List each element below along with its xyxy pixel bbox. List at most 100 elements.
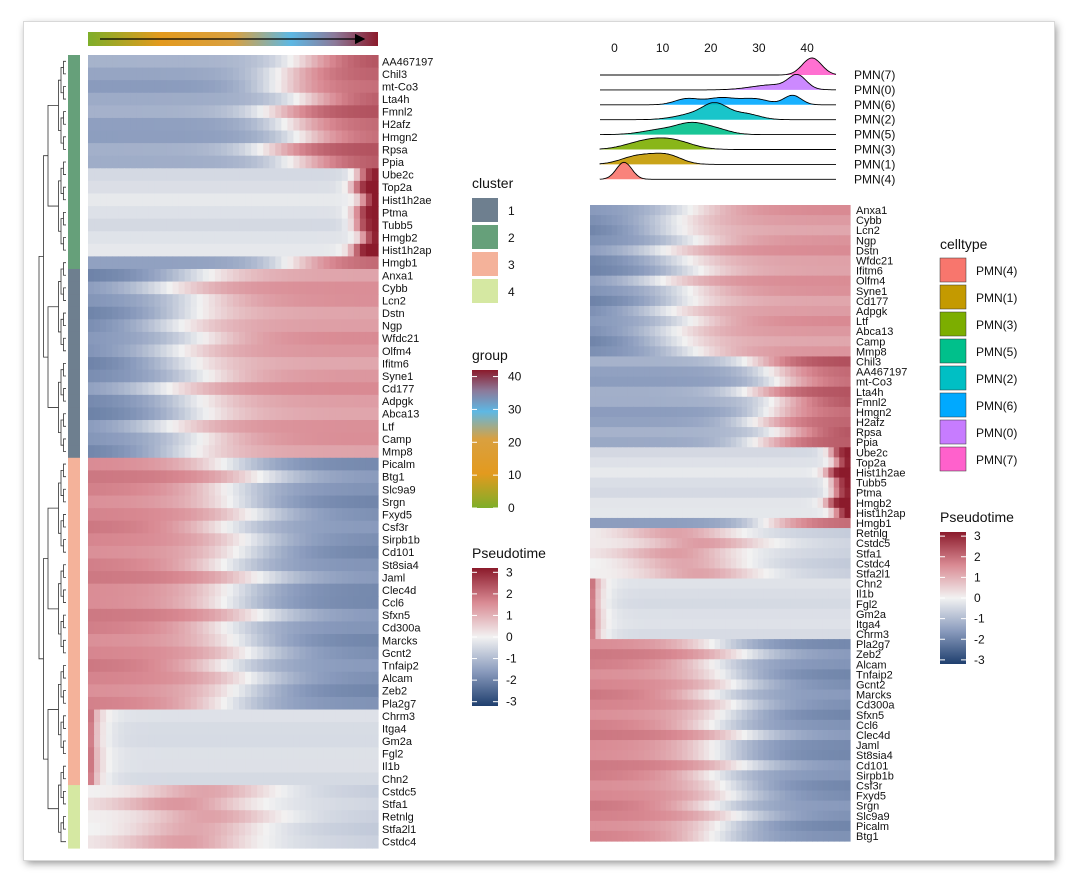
heatmap-cell [649, 507, 656, 519]
heatmap-cell [142, 759, 150, 774]
heatmap-cell [184, 256, 192, 270]
heatmap-cell [293, 545, 301, 560]
heatmap-cell [214, 268, 222, 283]
heatmap-cell [347, 117, 355, 132]
heatmap-cell [817, 447, 824, 458]
heatmap-cell [239, 772, 246, 786]
heatmap-cell [136, 357, 143, 371]
heatmap-cell [166, 130, 174, 144]
heatmap-cell [806, 457, 813, 469]
heatmap-cell [317, 432, 325, 446]
heatmap-row [590, 285, 851, 297]
heatmap-cell [341, 482, 349, 497]
heatmap-cell [166, 709, 174, 723]
heatmap-cell [341, 722, 349, 736]
heatmap-cell [682, 295, 689, 307]
heatmap-cell [136, 394, 143, 409]
heatmap-cell [287, 67, 295, 81]
heatmap-cell [184, 281, 192, 295]
heatmap-cell [305, 369, 313, 383]
heatmap-cell [257, 659, 264, 673]
heatmap-cell [88, 772, 95, 786]
heatmap-cell [335, 92, 343, 106]
heatmap-cell [335, 520, 343, 534]
heatmap-cell [590, 437, 597, 448]
heatmap-cell [136, 772, 143, 786]
heatmap-cell [118, 193, 125, 207]
heatmap-cell [317, 331, 325, 346]
heatmap-cell [124, 797, 131, 811]
heatmap-cell [828, 215, 835, 226]
heatmap-cell [779, 427, 786, 438]
heatmap-cell [196, 747, 204, 761]
heatmap-cell [822, 366, 829, 378]
heatmap-cell [698, 265, 705, 277]
heatmap-cell [660, 275, 667, 287]
heatmap-cell [730, 295, 737, 307]
heatmap-cell [263, 621, 270, 635]
heatmap-cell [202, 696, 210, 711]
heatmap-cell [644, 255, 651, 267]
heatmap-cell [774, 467, 781, 479]
heatmap-cell [178, 634, 186, 648]
heatmap-cell [323, 734, 331, 748]
heatmap-cell [359, 495, 367, 509]
left-gene-label: Camp [382, 434, 411, 446]
heatmap-cell [202, 143, 210, 157]
heatmap-cell [263, 608, 270, 623]
heatmap-cell [660, 477, 667, 489]
heatmap-cell [763, 255, 770, 267]
heatmap-cell [160, 520, 168, 534]
heatmap-cell [774, 427, 781, 438]
heatmap-cell [329, 193, 337, 207]
heatmap-cell [148, 596, 156, 610]
heatmap-cell [118, 319, 125, 333]
heatmap-cell [100, 608, 107, 623]
heatmap-cell [622, 326, 629, 337]
heatmap-cell [263, 80, 270, 94]
heatmap-cell [166, 105, 174, 119]
heatmap-cell [269, 457, 276, 471]
heatmap-cell [106, 407, 113, 421]
heatmap-cell [736, 467, 743, 479]
heatmap-cell [311, 143, 319, 157]
heatmap-cell [287, 722, 295, 736]
heatmap-cell [323, 155, 331, 169]
heatmap-cell [638, 235, 645, 246]
heatmap-cell [595, 467, 602, 479]
left-gene-label: Cstdc4 [382, 837, 416, 849]
heatmap-cell [329, 80, 337, 94]
heatmap-cell [365, 495, 373, 509]
heatmap-cell [790, 235, 797, 246]
heatmap-cell [660, 427, 667, 438]
heatmap-cell [763, 517, 770, 529]
heatmap-cell [844, 406, 851, 418]
heatmap-cell [785, 215, 792, 226]
heatmap-cell [239, 357, 246, 371]
heatmap-cell [839, 205, 846, 216]
ridge-density-outline [600, 94, 836, 106]
dendrogram-branch [47, 709, 59, 810]
heatmap-cell [335, 659, 343, 673]
heatmap-cell [371, 92, 379, 106]
heatmap-cell [233, 608, 240, 623]
heatmap-cell [698, 366, 705, 378]
heatmap-cell [763, 427, 770, 438]
heatmap-cell [196, 482, 204, 497]
heatmap-cell [239, 256, 246, 270]
heatmap-cell [747, 346, 754, 358]
heatmap-cell [245, 709, 252, 723]
heatmap-cell [359, 608, 367, 623]
heatmap-cell [353, 684, 361, 698]
heatmap-cell [124, 482, 131, 497]
heatmap-cell [801, 225, 808, 236]
heatmap-cell [299, 344, 307, 358]
heatmap-cell [184, 571, 192, 585]
dendrogram-branch [63, 362, 66, 377]
heatmap-row [590, 417, 851, 428]
heatmap-cell [172, 218, 180, 232]
heatmap-cell [172, 596, 180, 610]
heatmap-cell [638, 316, 645, 327]
heatmap-cell [763, 235, 770, 246]
heatmap-cell [100, 545, 107, 560]
